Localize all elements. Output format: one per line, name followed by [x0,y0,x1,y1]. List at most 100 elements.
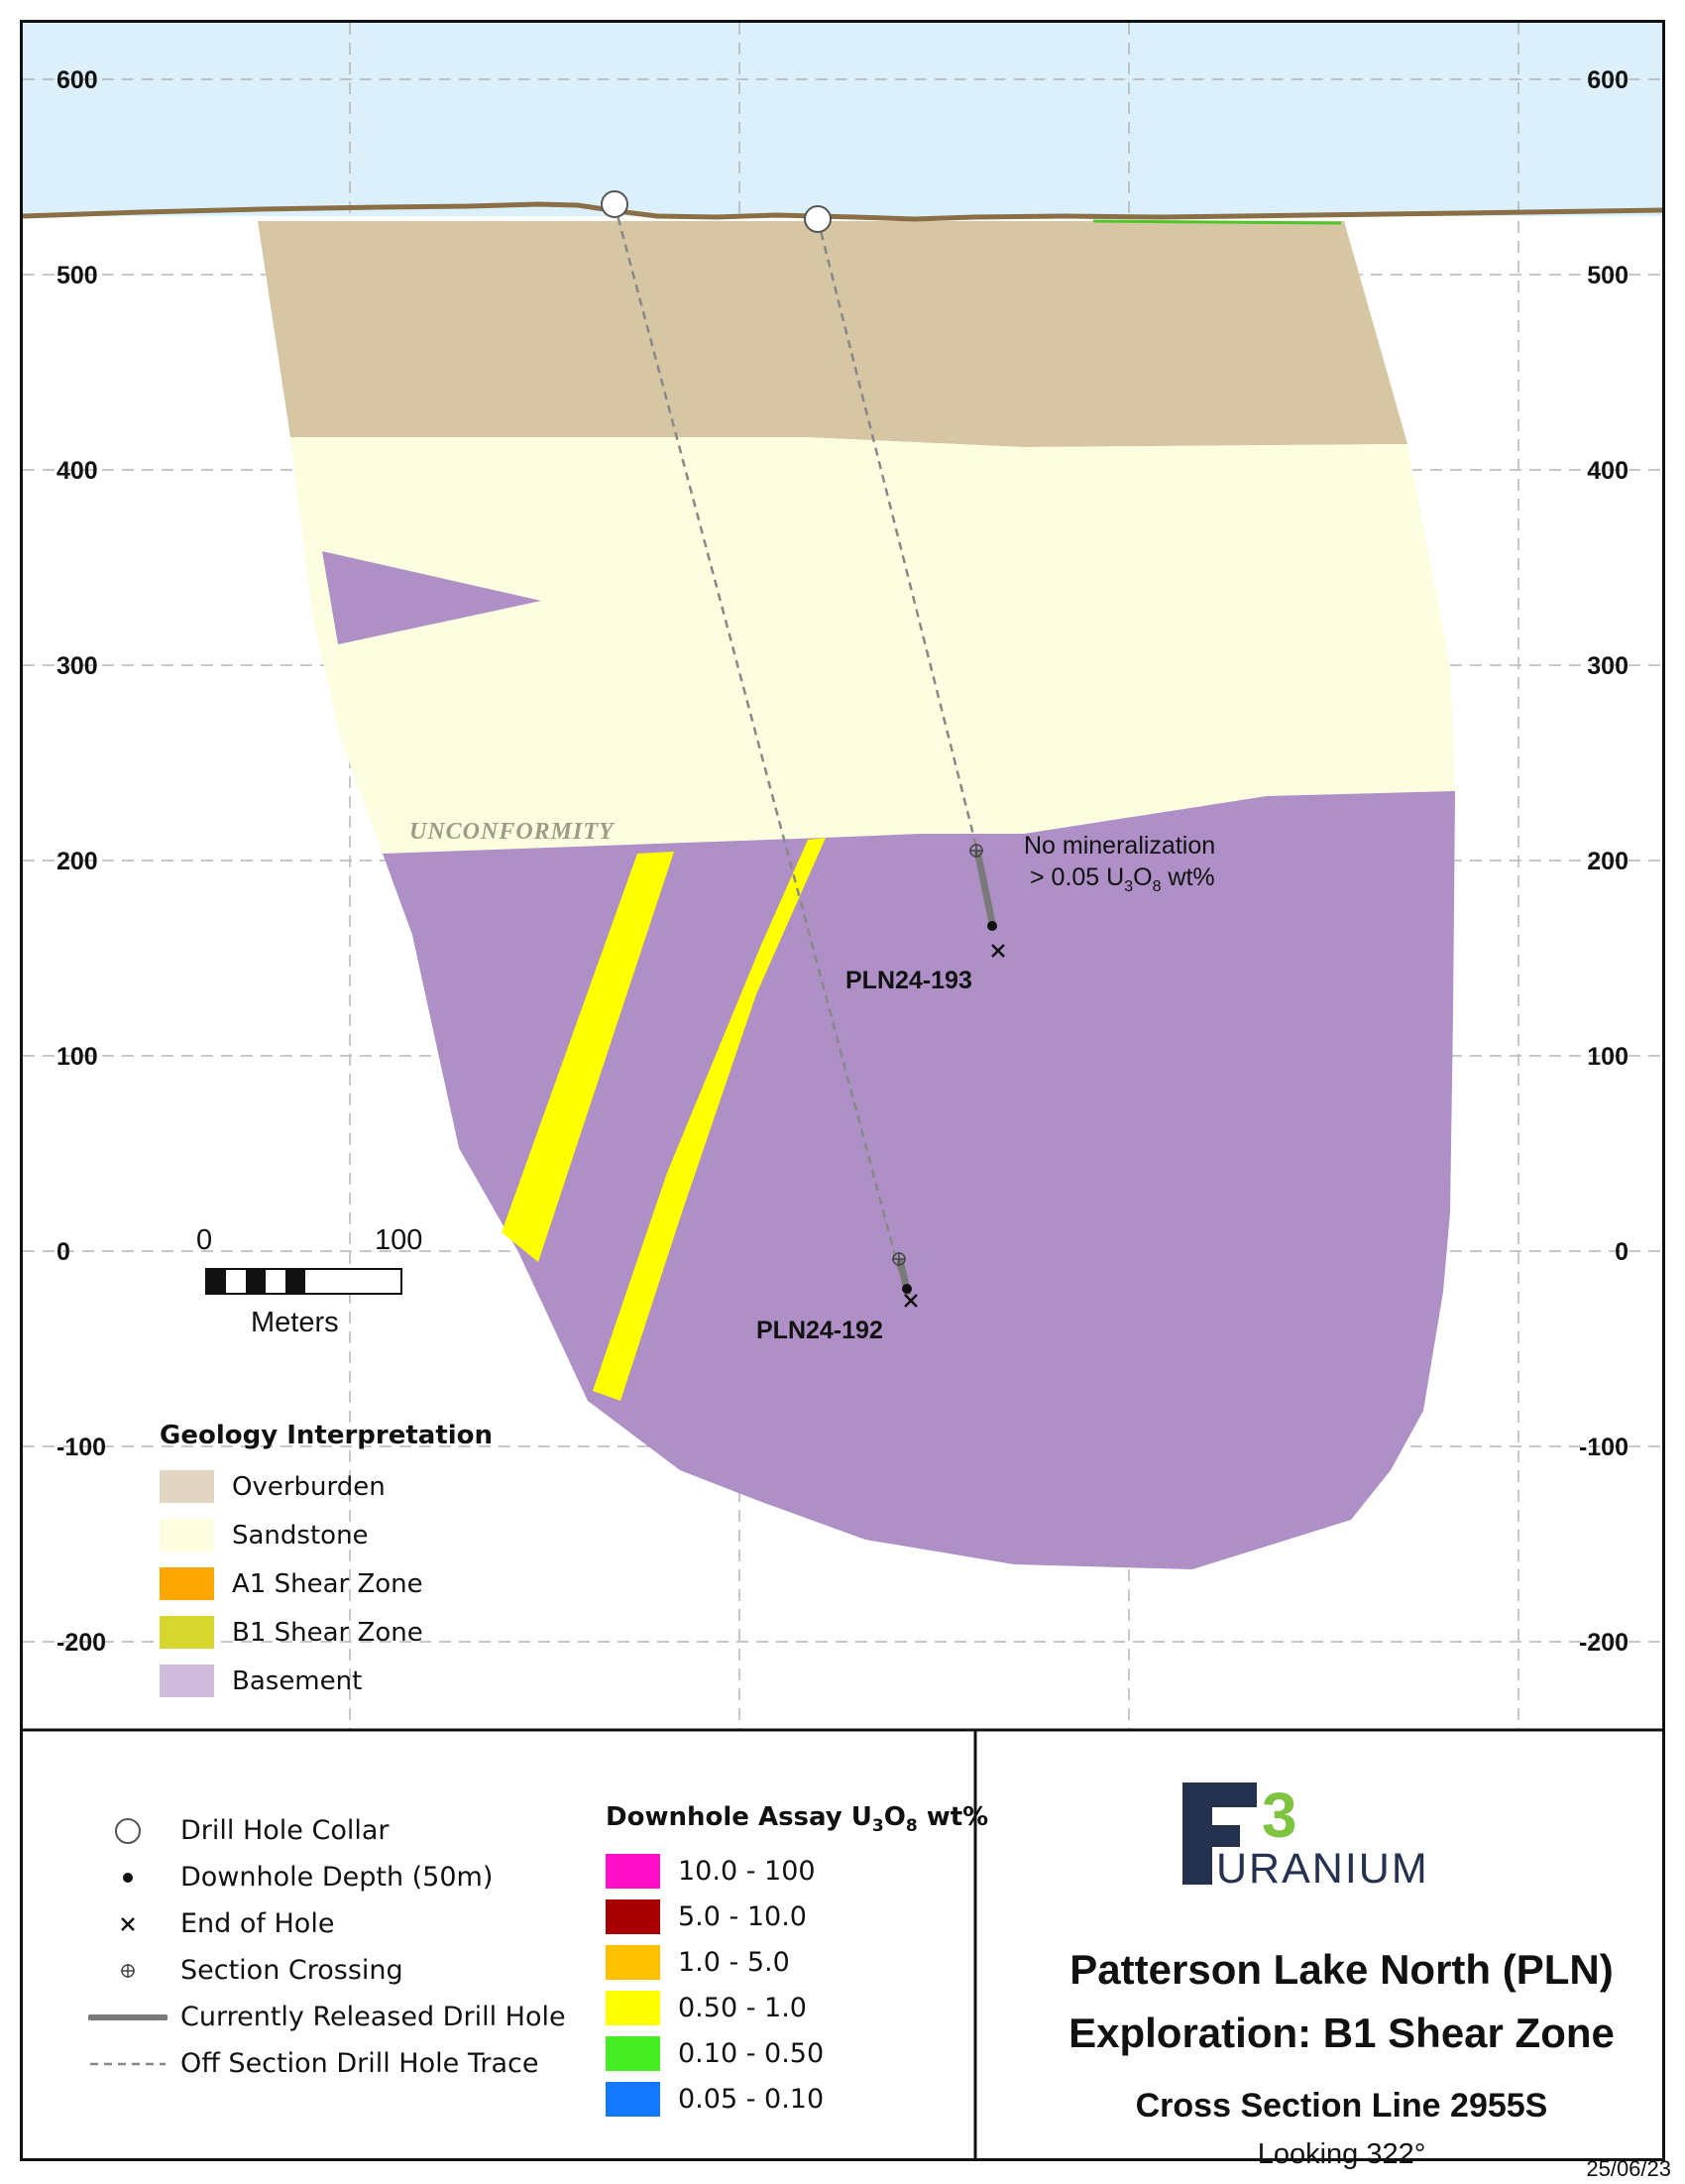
assay-item: 0.05 - 0.10 [606,2076,988,2122]
b1-shear-zone-swatch [160,1616,214,1649]
elevation-tick-label: -100 [56,1434,107,1461]
assay-label: 0.10 - 0.50 [678,2037,825,2069]
legend-item-downhole-depth: Downhole Depth (50m) [87,1854,566,1900]
assay-swatch [606,1853,660,1889]
sandstone-swatch [160,1519,214,1552]
elevation-tick-label: 300 [1587,652,1629,680]
assay-item: 0.50 - 1.0 [606,1985,988,2030]
legend-label: Drill Hole Collar [180,1815,390,1846]
sandstone-unit [290,437,1455,854]
legend-item-released-drill-hole: Currently Released Drill Hole [87,1994,566,2040]
legend-label: Section Crossing [180,1955,403,1986]
elevation-tick-label: 400 [1587,457,1629,485]
assay-swatch [606,1990,660,2025]
legend-item-b1-shear-zone: B1 Shear Zone [160,1608,493,1657]
unconformity-label: UNCONFORMITY [409,819,615,845]
assay-legend: Downhole Assay U3O8 wt% 10.0 - 100 5.0 -… [606,1802,988,2122]
basement-swatch [160,1665,214,1697]
legend-item-end-of-hole: End of Hole [87,1900,566,1947]
elevation-tick-label: 200 [1587,848,1629,875]
svg-text:3: 3 [1262,1780,1297,1851]
assay-item: 10.0 - 100 [606,1848,988,1894]
assay-label: 10.0 - 100 [678,1855,816,1887]
dashed-line-icon [87,2044,168,2084]
scale-end-label: 100 [375,1224,423,1256]
legend-label: Basement [232,1666,363,1696]
map-title-line1: Patterson Lake North (PLN) [1069,1946,1614,1993]
assay-swatch [606,1898,660,1934]
legend-label: Downhole Depth (50m) [180,1862,494,1893]
assay-label: 5.0 - 10.0 [678,1900,807,1932]
assay-swatch [606,2035,660,2071]
elevation-tick-label: 100 [56,1043,98,1071]
basement-unit [383,791,1455,1569]
assay-item: 1.0 - 5.0 [606,1939,988,1985]
cross-section-label: Cross Section Line 2955S [1135,2087,1548,2125]
elevation-tick-label: 500 [56,262,98,289]
section-crossing-icon [892,844,983,1266]
legend-item-collar: Drill Hole Collar [87,1807,566,1854]
svg-text:URANIUM: URANIUM [1216,1845,1429,1893]
legend-item-a1-shear-zone: A1 Shear Zone [160,1559,493,1608]
shear-zone-west [502,852,674,1262]
hole-note-line1: No mineralization [1024,832,1216,860]
elevation-tick-label: 500 [1587,262,1629,289]
assay-legend-title: Downhole Assay U3O8 wt% [606,1802,989,1837]
legend-label: Overburden [232,1471,386,1502]
elevation-tick-label: -100 [1578,1434,1629,1461]
legend-label: B1 Shear Zone [232,1617,423,1648]
elevation-tick-label: 0 [56,1238,70,1266]
basement-wedge [322,551,541,644]
hole-note-line2: > 0.05 U3O8 wt% [1030,863,1215,895]
elevation-tick-label: 400 [56,457,98,485]
assay-swatch [606,2081,660,2117]
legend-label: Currently Released Drill Hole [180,2002,566,2032]
circle-icon [87,1811,168,1851]
downhole-depth-dot-icon [902,1284,912,1294]
elevation-tick-label: 300 [56,652,98,680]
assay-item: 0.10 - 0.50 [606,2030,988,2076]
f3-uranium-logo: 3 URANIUM [1182,1780,1429,1893]
legend-item-sandstone: Sandstone [160,1511,493,1559]
hole-label-pln24-192: PLN24-192 [756,1317,883,1344]
map-title-line2: Exploration: B1 Shear Zone [1068,2010,1615,2056]
topography-line [23,201,1662,222]
topo-green-segment [1092,219,1342,225]
assay-label: 1.0 - 5.0 [678,1946,790,1978]
assay-swatch [606,1944,660,1980]
downhole-depth-dot-icon [987,921,997,931]
legend-label: Off Section Drill Hole Trace [180,2048,539,2079]
scale-unit-label: Meters [251,1307,339,1338]
drill-trace-pln24-192 [613,203,902,1275]
elevation-tick-label: -200 [1578,1629,1629,1657]
symbol-legend: Drill Hole Collar Downhole Depth (50m) E… [87,1807,566,2087]
overburden-swatch [160,1470,214,1503]
crosshair-circle-icon [87,1951,168,1991]
elevation-tick-label: 600 [1587,66,1629,94]
legend-item-basement: Basement [160,1657,493,1705]
legend-label: End of Hole [180,1908,335,1939]
legend-label: Sandstone [232,1520,369,1551]
a1-shear-zone-swatch [160,1567,214,1600]
geology-legend: Geology Interpretation Overburden Sandst… [160,1421,493,1705]
view-direction-label: Looking 322° [1257,2138,1426,2170]
legend-item-overburden: Overburden [160,1462,493,1511]
solid-line-icon [87,1998,168,2037]
elevation-tick-label: 100 [1587,1043,1629,1071]
assay-label: 0.05 - 0.10 [678,2083,825,2115]
cross-section-map: 3 URANIUM [23,23,1662,2158]
dot-icon [87,1858,168,1897]
overburden-unit [258,221,1407,447]
drill-trace-pln24-193 [816,218,979,852]
legend-item-section-crossing: Section Crossing [87,1947,566,1994]
sky-lower-edge [23,23,1662,219]
elevation-tick-label: -200 [56,1629,107,1657]
shear-zone-east [593,838,826,1401]
hole-label-pln24-193: PLN24-193 [845,967,972,994]
map-frame: 3 URANIUM 600 500 400 300 200 100 0 -100… [20,20,1671,2181]
legend-item-off-section-trace: Off Section Drill Hole Trace [87,2040,566,2087]
elevation-tick-label: 0 [1615,1238,1629,1266]
drill-collar-icon [601,190,628,218]
legend-label: A1 Shear Zone [232,1568,423,1599]
elevation-tick-label: 200 [56,848,98,875]
